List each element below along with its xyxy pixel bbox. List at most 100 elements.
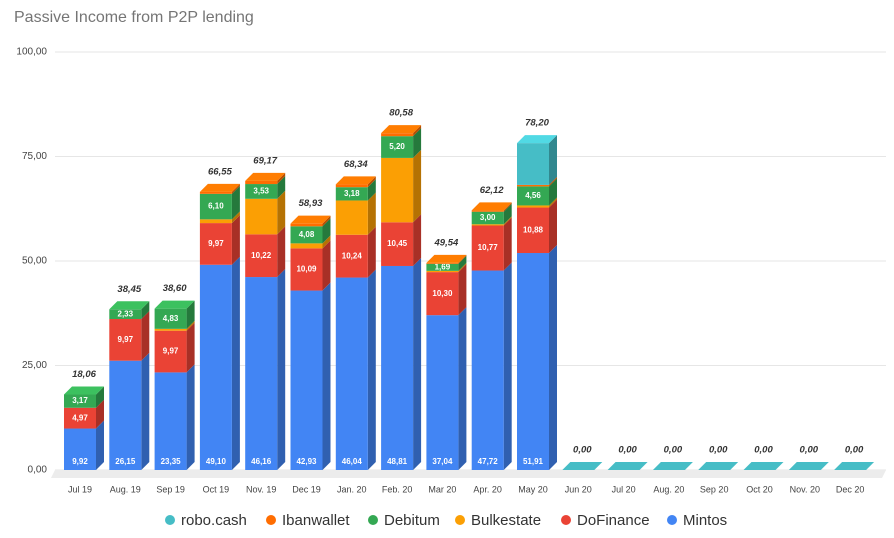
bar-side [322, 235, 331, 249]
bar-side [413, 128, 422, 158]
data-label: 9,97 [118, 335, 134, 344]
bar [109, 360, 142, 470]
data-label: 9,97 [163, 347, 179, 356]
bar [517, 184, 549, 187]
legend-swatch [667, 515, 677, 525]
x-tick-label: Feb. 20 [382, 484, 413, 494]
bar [335, 277, 368, 470]
bar [426, 262, 459, 264]
bar-side [549, 178, 557, 206]
data-label: 4,08 [299, 230, 315, 239]
bar [335, 184, 368, 188]
y-tick-label: 0,00 [28, 465, 48, 476]
y-tick-label: 25,00 [22, 360, 47, 371]
bar-side [413, 257, 422, 470]
x-tick-label: Jul 20 [612, 484, 636, 494]
bar-side [458, 255, 467, 271]
bar-side [322, 240, 331, 291]
bar-side [413, 125, 422, 137]
data-label: 3,00 [480, 213, 496, 222]
total-label: 38,60 [163, 283, 187, 294]
bar [517, 143, 549, 185]
bar-top [834, 462, 875, 470]
bar-side [96, 420, 104, 470]
data-label: 46,04 [342, 457, 363, 466]
bar [290, 290, 323, 470]
bar [64, 407, 96, 429]
bar [154, 308, 187, 329]
legend-label: Bulkestate [471, 512, 541, 529]
x-tick-label: Jul 19 [68, 484, 92, 494]
data-label: 10,77 [478, 243, 499, 252]
data-label: 3,17 [72, 396, 88, 405]
bar-side [413, 214, 422, 266]
bar [154, 328, 187, 331]
x-tick-label: Apr. 20 [473, 484, 502, 494]
total-label: 66,55 [208, 166, 232, 177]
total-label: 0,00 [573, 445, 592, 456]
total-label: 49,54 [434, 237, 459, 248]
bar-side [367, 192, 376, 235]
x-tick-label: Dec 20 [836, 484, 865, 494]
data-label: 47,72 [478, 457, 499, 466]
bar-side [277, 176, 286, 199]
data-label: 2,33 [118, 309, 134, 318]
bar [426, 270, 459, 273]
bar [245, 277, 278, 470]
bar [426, 315, 459, 470]
bar-side [549, 197, 557, 208]
bar-top [154, 300, 195, 309]
data-label: 42,93 [296, 457, 317, 466]
bar-top [788, 462, 829, 470]
y-tick-label: 100,00 [16, 47, 47, 58]
bar [335, 234, 368, 278]
data-label: 9,92 [72, 457, 88, 466]
x-tick-label: Nov. 19 [246, 484, 276, 494]
bar-side [549, 199, 557, 254]
bar-side [367, 269, 376, 470]
x-tick-label: Aug. 19 [110, 484, 141, 494]
bar-top [607, 462, 648, 470]
bar-side [231, 211, 240, 224]
bar-side [458, 264, 467, 316]
bar-side [277, 226, 286, 278]
total-label: 0,00 [754, 445, 773, 456]
x-tick-label: Jan. 20 [337, 484, 367, 494]
bar-top [652, 462, 693, 470]
bar-side [186, 300, 195, 329]
data-label: 23,35 [161, 457, 182, 466]
data-label: 37,04 [432, 457, 453, 466]
bar-side [231, 185, 240, 220]
data-label: 51,91 [523, 457, 544, 466]
total-label: 0,00 [709, 445, 728, 456]
legend-label: Debitum [384, 512, 440, 529]
data-label: 5,20 [389, 142, 405, 151]
bar-side [367, 179, 376, 201]
data-label: 26,15 [115, 457, 136, 466]
total-label: 0,00 [845, 445, 864, 456]
bar-side [141, 311, 150, 361]
bar-side [503, 217, 512, 271]
total-label: 78,20 [525, 118, 549, 129]
total-label: 80,58 [389, 108, 413, 119]
legend-label: robo.cash [181, 512, 247, 529]
bar-top [698, 462, 739, 470]
bar-side [186, 320, 195, 331]
bar-top [335, 176, 376, 185]
legend-swatch [561, 515, 571, 525]
data-label: 10,24 [342, 251, 363, 260]
data-label: 4,56 [525, 191, 541, 200]
bar-side [322, 282, 331, 470]
bar [199, 219, 232, 224]
x-tick-label: Sep 20 [700, 484, 729, 494]
bar-side [231, 215, 240, 265]
bar-side [413, 149, 422, 223]
bar-top [290, 215, 331, 224]
data-label: 6,10 [208, 202, 224, 211]
x-tick-label: Nov. 20 [790, 484, 820, 494]
total-label: 58,93 [299, 198, 323, 209]
total-label: 18,06 [72, 369, 96, 380]
chart-title: Passive Income from P2P lending [14, 9, 254, 26]
legend-label: DoFinance [577, 512, 650, 529]
data-label: 48,81 [387, 457, 408, 466]
